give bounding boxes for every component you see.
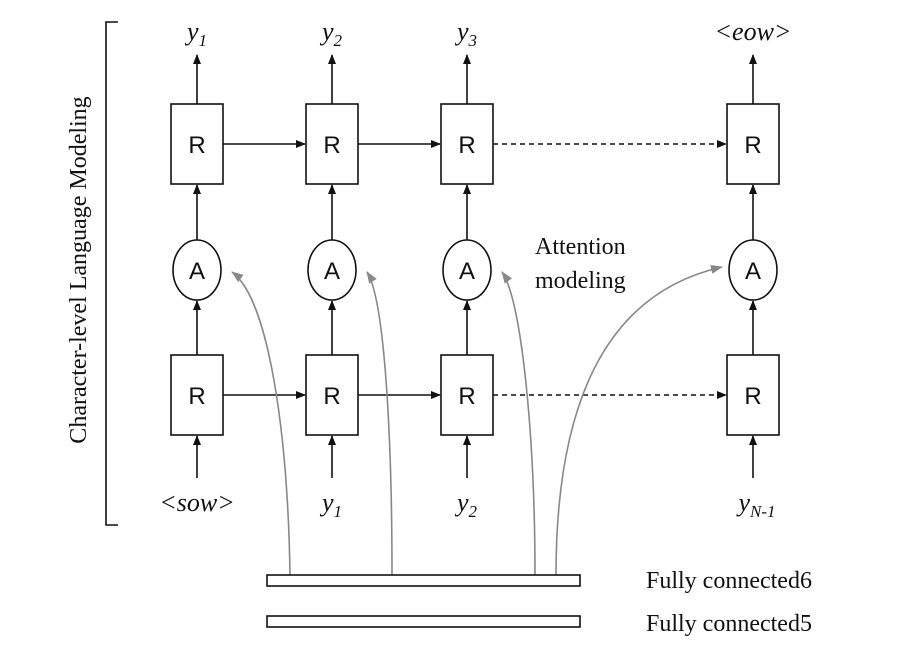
attention-feed-arrow-1 [231, 271, 291, 576]
bottom-rnn-label-2: R [323, 383, 340, 410]
attention-label-1: A [189, 258, 205, 285]
bottom-rnn-cell-2 [305, 354, 359, 436]
input-label-2: y1 [319, 488, 342, 521]
output-label-1: y1 [184, 17, 207, 50]
attention-label-2: A [324, 258, 340, 285]
fc5-label: Fully connected5 [646, 611, 812, 637]
bottom-rnn-row: R R R R [170, 354, 780, 436]
output-label-3: y3 [454, 17, 477, 50]
attention-feed-arrow-4 [555, 265, 723, 576]
attention-feed-arrow-2 [366, 271, 393, 576]
attention-feed-arrow-3 [501, 271, 536, 576]
attention-feed-arrows [231, 265, 723, 576]
fc6-label: Fully connected6 [646, 568, 812, 594]
input-label-1: <sow> [159, 488, 235, 517]
side-bracket [105, 21, 118, 526]
recurrent-arrows [223, 140, 727, 399]
input-label-4: yN-1 [735, 488, 775, 521]
top-rnn-label-4: R [744, 132, 761, 159]
bottom-rnn-label-3: R [458, 383, 475, 410]
attention-modeling-label-line2: modeling [535, 268, 626, 294]
bottom-rnn-label-4: R [744, 383, 761, 410]
side-label: Character-level Language Modeling [66, 96, 92, 443]
vertical-arrows [193, 54, 757, 478]
attention-label-3: A [459, 258, 475, 285]
bottom-rnn-cell-1 [170, 354, 224, 436]
bottom-rnn-label-1: R [188, 383, 205, 410]
attention-row: A A A A [172, 239, 778, 301]
fc6-layer [266, 574, 581, 587]
top-rnn-label-3: R [458, 132, 475, 159]
top-rnn-label-2: R [323, 132, 340, 159]
top-rnn-cell-4 [726, 103, 780, 185]
output-label-2: y2 [319, 17, 343, 50]
top-rnn-cell-1 [170, 103, 224, 185]
fc5-layer [266, 615, 581, 628]
input-label-3: y2 [454, 488, 478, 521]
output-label-4: <eow> [715, 17, 792, 46]
top-rnn-cell-2 [305, 103, 359, 185]
attention-label-4: A [745, 258, 761, 285]
attention-modeling-label-line1: Attention [535, 234, 626, 260]
top-rnn-label-1: R [188, 132, 205, 159]
